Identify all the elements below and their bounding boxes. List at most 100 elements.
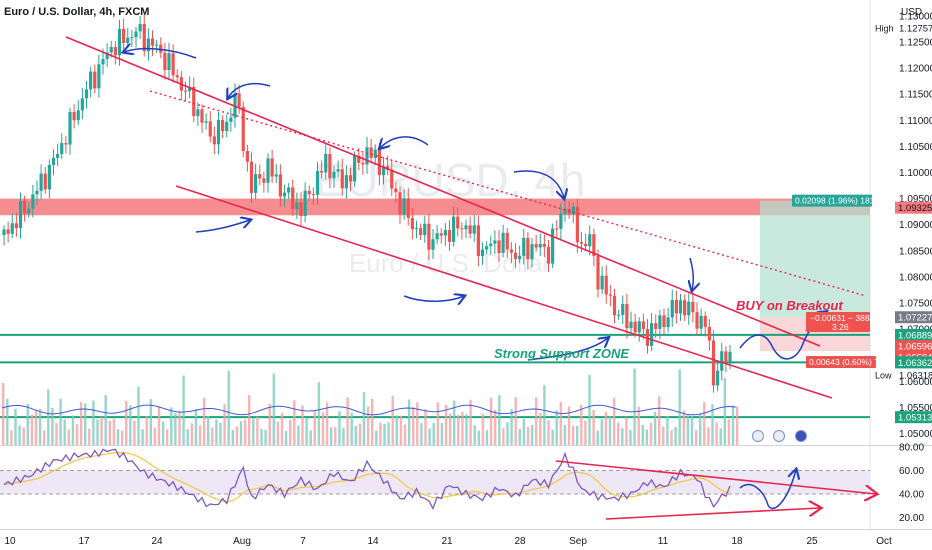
volume-bar <box>338 411 341 445</box>
volume-bar <box>407 399 411 445</box>
candle-body <box>336 169 340 172</box>
volume-bar <box>526 426 530 445</box>
candle-body <box>687 301 691 316</box>
candle-body <box>707 326 711 341</box>
price-marker-bg <box>895 340 932 353</box>
candle-body <box>592 234 596 256</box>
candle-body <box>604 275 608 295</box>
candle-body <box>377 149 381 176</box>
volume-bar <box>600 419 603 445</box>
annotation-arrow <box>228 82 271 98</box>
volume-bar <box>268 403 271 445</box>
candle-body <box>287 187 291 193</box>
volume-bar <box>621 428 624 445</box>
volume-bar <box>674 427 677 445</box>
volume-bar <box>469 399 472 445</box>
volume-bar <box>38 409 42 445</box>
candle-body <box>39 173 43 191</box>
candle-body <box>188 86 192 92</box>
position-entry-label: 0.00643 (0.60%) 750 <box>809 357 889 367</box>
candle-body <box>513 252 518 260</box>
candle-body <box>146 38 150 52</box>
volume-bar <box>403 424 407 445</box>
volume-bar <box>551 429 554 445</box>
candle-body <box>637 321 641 333</box>
volume-bar <box>166 429 169 445</box>
volume-bar <box>243 419 247 445</box>
candle-body <box>472 225 476 234</box>
volume-bar <box>301 405 304 445</box>
volume-bar <box>477 430 480 445</box>
volume-bar <box>563 425 567 445</box>
candle-body <box>555 228 559 230</box>
volume-bar <box>137 386 140 445</box>
volume-bar <box>202 397 206 445</box>
candle-body <box>196 109 200 117</box>
candle-body <box>6 229 10 234</box>
volume-bar <box>305 417 308 445</box>
volume-bar <box>723 377 726 445</box>
volume-bar <box>420 423 423 445</box>
volume-bar <box>473 425 476 445</box>
volume-bar <box>641 424 644 445</box>
candle-body <box>703 315 707 327</box>
price-tick-label: 1.10500 <box>899 142 932 153</box>
volume-bar <box>375 430 378 445</box>
chart-title: Euro / U.S. Dollar, 4h, FXCM <box>4 6 149 18</box>
candle-body <box>431 239 435 250</box>
volume-bar <box>485 430 489 445</box>
volume-bar <box>43 430 46 445</box>
volume-bar <box>350 412 353 445</box>
volume-bar <box>219 422 222 445</box>
candle-body <box>641 321 645 330</box>
volume-bar <box>280 412 284 445</box>
candle-body <box>699 315 703 329</box>
rsi-tick-label: 80.00 <box>899 443 924 454</box>
candle-body <box>365 147 369 165</box>
candle-body <box>538 243 542 248</box>
candle-body <box>138 24 142 32</box>
price-tick-label: 1.08000 <box>899 272 932 283</box>
candle-body <box>229 117 233 122</box>
candle-body <box>105 52 109 60</box>
volume-bar <box>34 409 38 445</box>
volume-bar <box>682 410 685 445</box>
price-tick-label: 1.11500 <box>899 90 932 101</box>
candle-body <box>666 317 670 328</box>
volume-bar <box>334 427 337 445</box>
candle-body <box>654 323 658 329</box>
candle-body <box>670 299 674 318</box>
candle-body <box>225 121 229 132</box>
volume-bar <box>186 429 189 445</box>
support-zone-label: Strong Support ZONE <box>494 346 629 361</box>
volume-bar <box>313 410 316 445</box>
candle-body <box>518 255 522 260</box>
candle-body <box>134 31 138 38</box>
rsi-lower-trend-line <box>605 508 820 520</box>
volume-bar <box>108 420 111 445</box>
buy-breakout-label: BUY on Breakout <box>736 298 843 313</box>
volume-bar <box>498 395 501 445</box>
candle-body <box>410 217 414 229</box>
candle-body <box>324 153 328 173</box>
event-flag-icon <box>795 430 807 442</box>
volume-bar <box>461 411 464 445</box>
rsi-projection-arrow <box>739 470 796 510</box>
volume-bar <box>63 419 66 445</box>
volume-bar <box>354 426 357 445</box>
volume-bar <box>149 399 152 445</box>
candle-body <box>270 158 274 177</box>
volume-ma-line <box>1 404 736 416</box>
candle-body <box>122 28 126 43</box>
candle-body <box>159 44 163 53</box>
candle-body <box>320 170 324 173</box>
candle-body <box>447 230 452 242</box>
volume-bar <box>379 422 382 445</box>
volume-bar <box>535 397 538 445</box>
candle-body <box>262 178 266 183</box>
volume-bar <box>444 404 448 445</box>
candle-body <box>522 237 526 256</box>
volume-bar <box>125 400 128 445</box>
position-entry-label-bg <box>806 356 876 368</box>
